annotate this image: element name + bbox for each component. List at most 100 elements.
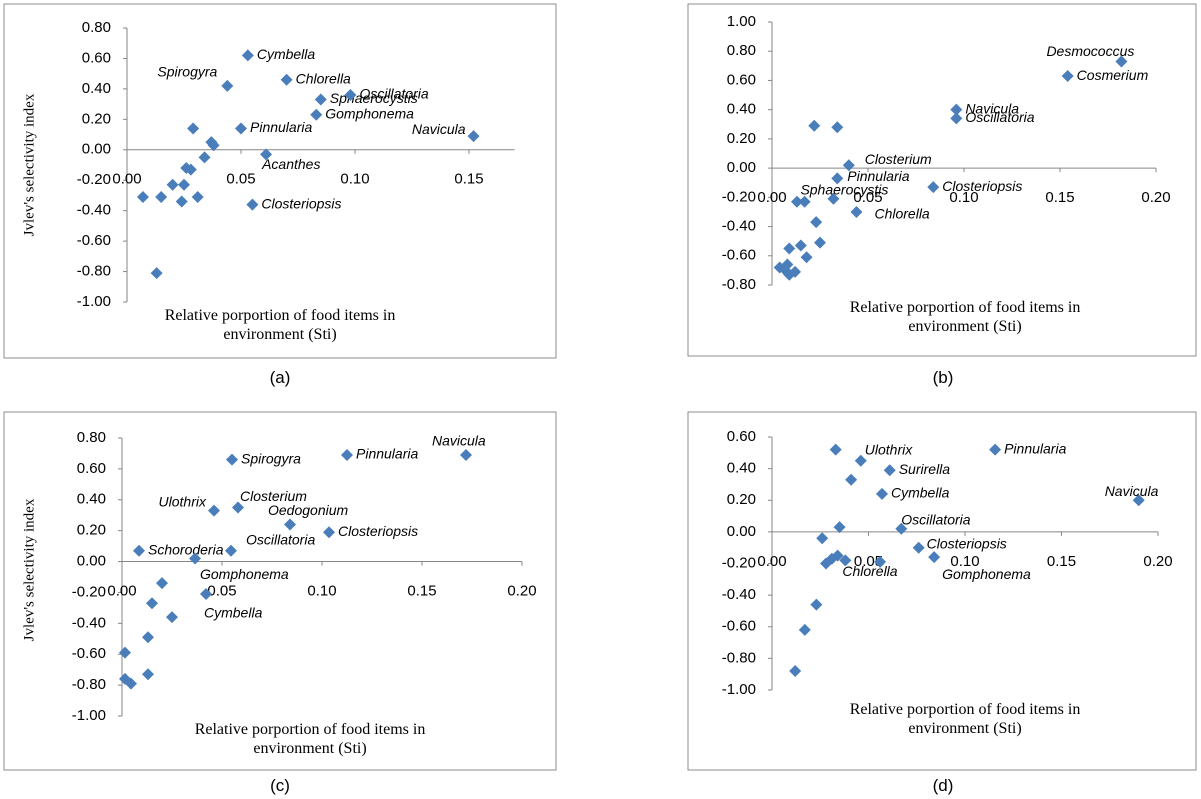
point	[460, 448, 472, 461]
point	[323, 526, 335, 539]
point	[284, 518, 296, 531]
point	[232, 501, 244, 514]
point	[790, 195, 803, 208]
x-tick-label: 0.05	[226, 171, 255, 188]
y-tick-label: -1.00	[722, 681, 756, 698]
panel-frame	[687, 3, 1197, 357]
point-label: Surirella	[899, 461, 951, 477]
y-tick-label: 0.60	[727, 428, 756, 445]
point	[845, 473, 858, 486]
y-tick-label: 0.60	[82, 49, 111, 66]
point	[142, 631, 154, 644]
y-tick-label: 0.40	[727, 101, 756, 118]
y-tick-label: -0.40	[722, 218, 756, 235]
point-label: Gomphonema	[325, 105, 414, 121]
point-label: Cosmerium	[1077, 67, 1149, 83]
y-tick-label: -0.20	[77, 171, 111, 188]
y-tick-label: 0.20	[727, 491, 756, 508]
x-axis-title: Relative porportion of food items in env…	[849, 299, 1081, 335]
x-tick-label: 0.10	[950, 553, 979, 570]
point	[119, 646, 131, 659]
point	[150, 267, 163, 280]
point-label: Cymbella	[257, 46, 316, 62]
y-tick-label: -0.80	[72, 676, 106, 693]
point	[829, 443, 842, 456]
panel-frame	[687, 411, 1197, 771]
point	[816, 532, 829, 545]
point	[260, 148, 273, 161]
x-tick-label: 0.00	[757, 189, 786, 206]
point-label: Oedogonium	[268, 502, 349, 518]
y-tick-label: -0.40	[77, 202, 111, 219]
x-tick-label: 0.15	[407, 583, 436, 600]
point	[200, 587, 212, 600]
panel-caption: (d)	[932, 776, 954, 795]
point	[314, 93, 327, 106]
y-tick-label: 0.80	[82, 19, 111, 36]
point-label: Oscillatoria	[901, 511, 970, 527]
point	[800, 251, 813, 264]
x-tick-label: 0.15	[1045, 189, 1074, 206]
y-tick-label: 0.20	[77, 522, 106, 539]
point-label: Pinnularia	[356, 446, 418, 462]
point	[854, 454, 867, 467]
point	[810, 598, 823, 611]
point	[166, 611, 178, 624]
point	[225, 544, 237, 557]
x-tick-label: 0.15	[454, 171, 483, 188]
y-tick-label: -0.60	[72, 645, 106, 662]
x-tick-label: 0.00	[112, 171, 141, 188]
point-label: Chlorella	[296, 70, 351, 86]
point	[310, 108, 323, 121]
point	[912, 541, 925, 554]
point	[874, 555, 887, 568]
point-label: Closteriopsis	[942, 178, 1022, 194]
point	[783, 242, 796, 255]
point	[810, 216, 823, 229]
x-tick-label: 0.05	[854, 553, 883, 570]
y-tick-label: 0.00	[727, 523, 756, 540]
x-tick-label: 0.00	[107, 583, 136, 600]
panel-frame	[3, 3, 557, 359]
point-label: Oscillatoria	[359, 86, 428, 102]
point	[839, 554, 852, 567]
panel-frame	[3, 411, 557, 771]
point	[1115, 55, 1128, 68]
point-label: Pinnularia	[250, 119, 312, 135]
point	[989, 443, 1002, 456]
x-tick-label: 0.05	[853, 189, 882, 206]
point	[808, 119, 821, 132]
x-axis-title: Relative porportion of food items in env…	[164, 307, 396, 343]
point	[783, 268, 796, 281]
point	[175, 195, 188, 208]
point	[950, 103, 963, 116]
y-tick-label: 0.40	[77, 491, 106, 508]
y-tick-label: 0.00	[77, 553, 106, 570]
point	[246, 198, 259, 211]
point-label: Closterium	[240, 488, 307, 504]
y-axis-title: Jvlev's selectivity index	[21, 93, 37, 236]
y-tick-label: 1.00	[727, 13, 756, 30]
point	[850, 205, 863, 218]
point	[155, 190, 168, 203]
point	[166, 178, 179, 191]
point-label: Gomphonema	[200, 566, 289, 582]
x-tick-label: 0.15	[1047, 553, 1076, 570]
y-tick-label: -0.60	[77, 232, 111, 249]
x-tick-label: 0.20	[1143, 553, 1172, 570]
point	[221, 79, 234, 92]
point-label: Oscillatoria	[965, 109, 1034, 125]
point	[241, 49, 254, 62]
y-tick-label: 0.80	[727, 42, 756, 59]
point-label: Schoroderia	[148, 541, 224, 557]
point	[191, 190, 204, 203]
point	[927, 181, 940, 194]
point-label: Closteriopsis	[261, 195, 341, 211]
x-tick-label: 0.10	[307, 583, 336, 600]
point-label: Chlorella	[874, 206, 929, 222]
y-tick-label: -0.20	[722, 188, 756, 205]
y-tick-label: -0.80	[77, 263, 111, 280]
point	[235, 122, 247, 135]
point-label: Closteriopsis	[927, 535, 1007, 551]
y-tick-label: -1.00	[77, 293, 111, 310]
